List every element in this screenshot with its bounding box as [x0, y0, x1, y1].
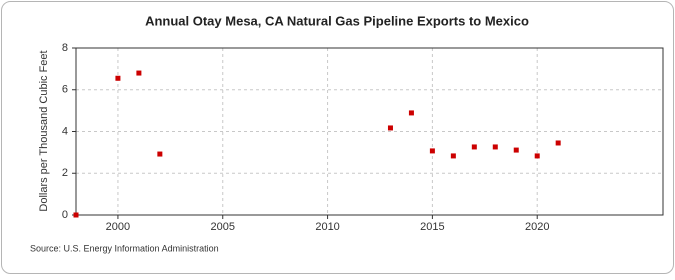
x-tick-label: 2005: [211, 221, 235, 233]
point: [492, 144, 498, 150]
y-tick-label: 4: [62, 125, 68, 137]
point: [471, 144, 477, 150]
chart-title: Annual Otay Mesa, CA Natural Gas Pipelin…: [145, 13, 529, 28]
point: [555, 140, 561, 146]
x-tick-label: 2000: [106, 221, 130, 233]
x-tick-label: 2010: [315, 221, 339, 233]
x-tick-label: 2020: [525, 221, 549, 233]
plot-border: [75, 47, 664, 216]
y-tick-label: 2: [62, 167, 68, 179]
point: [450, 153, 456, 159]
y-axis-label: Dollars per Thousand Cubic Feet: [38, 50, 50, 211]
point: [115, 75, 121, 81]
point: [157, 151, 163, 157]
y-tick-label: 6: [62, 84, 68, 96]
source-note: Source: U.S. Energy Information Administ…: [30, 243, 219, 253]
y-tick-label: 0: [62, 209, 68, 221]
point: [136, 70, 142, 76]
point: [408, 110, 414, 116]
chart-frame: [1, 1, 674, 274]
point: [73, 212, 79, 218]
y-tick-label: 8: [62, 42, 68, 54]
point: [429, 148, 435, 154]
point: [534, 153, 540, 159]
point: [387, 125, 393, 131]
point: [513, 147, 519, 153]
x-tick-label: 2015: [420, 221, 444, 233]
